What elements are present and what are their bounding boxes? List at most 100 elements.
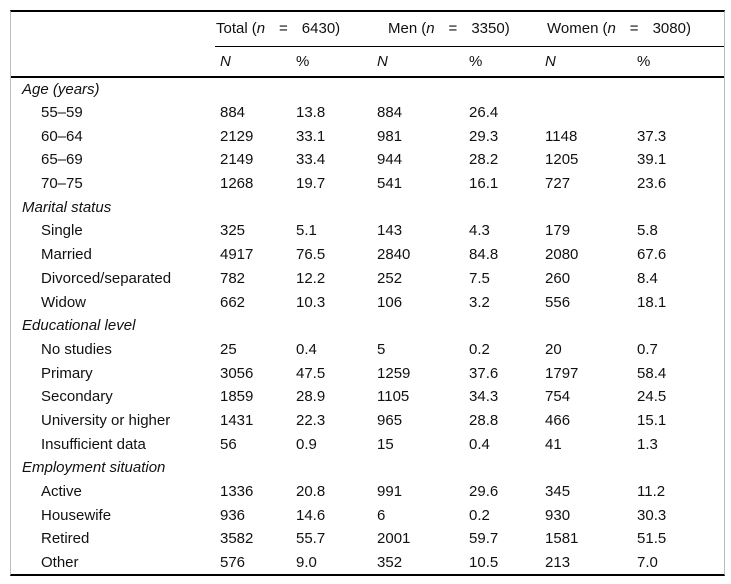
group-count: 3350 bbox=[471, 20, 505, 38]
section-title: Educational level bbox=[22, 317, 136, 335]
cell-women-pct: 0.7 bbox=[637, 340, 658, 358]
cell-women-pct: 8.4 bbox=[637, 269, 658, 287]
cell-women-n: 213 bbox=[545, 554, 571, 572]
table-row: Widow 662 10.3 106 3.2 556 18.1 bbox=[11, 290, 724, 314]
cell-women-pct: 30.3 bbox=[637, 506, 667, 524]
cell-men-n: 884 bbox=[377, 104, 403, 122]
section-title: Age (years) bbox=[22, 80, 100, 98]
cell-total-pct: 12.2 bbox=[296, 269, 326, 287]
cell-total-pct: 33.1 bbox=[296, 127, 326, 145]
cell-men-pct: 28.8 bbox=[469, 411, 499, 429]
section-row-employment-situation: Employment situation bbox=[11, 456, 724, 480]
section-title: Employment situation bbox=[22, 459, 166, 477]
row-label: Divorced/separated bbox=[41, 269, 172, 287]
subcol-empty-cell bbox=[11, 46, 215, 78]
cell-men-n: 252 bbox=[377, 269, 403, 287]
column-group-women: Women (n = 3080) bbox=[540, 12, 724, 47]
section-row-educational-level: Educational level bbox=[11, 314, 724, 338]
cell-women-pct: 58.4 bbox=[637, 364, 667, 382]
group-name: Men bbox=[388, 20, 418, 38]
cell-men-n: 1259 bbox=[377, 364, 411, 382]
cell-men-pct: 3.2 bbox=[469, 293, 490, 311]
open-paren: ( bbox=[251, 20, 257, 38]
cell-men-n: 541 bbox=[377, 175, 403, 193]
cell-men-pct: 10.5 bbox=[469, 554, 499, 572]
cell-total-n: 1431 bbox=[220, 411, 254, 429]
table-row: 70–75 1268 19.7 541 16.1 727 23.6 bbox=[11, 172, 724, 196]
subcol-label: % bbox=[637, 52, 651, 70]
cell-women-pct: 23.6 bbox=[637, 175, 667, 193]
open-paren: ( bbox=[602, 20, 608, 38]
row-label: 60–64 bbox=[41, 127, 83, 145]
cell-men-pct: 0.2 bbox=[469, 340, 490, 358]
equals-sign: = bbox=[279, 20, 288, 38]
row-label: Married bbox=[41, 246, 92, 264]
cell-women-pct: 5.8 bbox=[637, 222, 658, 240]
equals-sign: = bbox=[448, 20, 458, 38]
cell-men-n: 5 bbox=[377, 340, 386, 358]
cell-men-n: 2001 bbox=[377, 530, 411, 548]
equals-sign: = bbox=[629, 20, 639, 38]
n-symbol: n bbox=[426, 20, 435, 38]
subcol-total-n: N bbox=[215, 46, 291, 78]
cell-men-pct: 37.6 bbox=[469, 364, 499, 382]
row-label: Other bbox=[41, 554, 79, 572]
cell-women-n: 930 bbox=[545, 506, 571, 524]
subcol-label: % bbox=[296, 52, 310, 70]
cell-total-n: 884 bbox=[220, 104, 246, 122]
cell-total-pct: 76.5 bbox=[296, 246, 326, 264]
group-count: 3080 bbox=[652, 20, 686, 38]
table-row: Other 576 9.0 352 10.5 213 7.0 bbox=[11, 551, 724, 575]
cell-men-pct: 29.3 bbox=[469, 127, 499, 145]
cell-women-n: 2080 bbox=[545, 246, 579, 264]
cell-men-pct: 59.7 bbox=[469, 530, 499, 548]
cell-women-pct: 1.3 bbox=[637, 435, 658, 453]
cell-total-n: 1336 bbox=[220, 483, 254, 501]
cell-total-pct: 13.8 bbox=[296, 104, 326, 122]
section-title: Marital status bbox=[22, 198, 112, 216]
cell-women-pct: 67.6 bbox=[637, 246, 667, 264]
row-label: Housewife bbox=[41, 506, 112, 524]
cell-total-pct: 20.8 bbox=[296, 483, 326, 501]
cell-total-pct: 19.7 bbox=[296, 175, 326, 193]
cell-total-pct: 47.5 bbox=[296, 364, 326, 382]
n-symbol: n bbox=[256, 20, 266, 38]
cell-total-n: 1859 bbox=[220, 388, 254, 406]
close-paren: ) bbox=[504, 20, 510, 38]
cell-total-pct: 28.9 bbox=[296, 388, 326, 406]
section-row-marital-status: Marital status bbox=[11, 195, 724, 219]
cell-men-pct: 84.8 bbox=[469, 246, 499, 264]
cell-women-n: 41 bbox=[545, 435, 562, 453]
row-label: Active bbox=[41, 483, 82, 501]
cell-total-n: 325 bbox=[220, 222, 246, 240]
cell-men-n: 106 bbox=[377, 293, 403, 311]
cell-women-pct: 18.1 bbox=[637, 293, 667, 311]
row-label: Insufficient data bbox=[41, 435, 146, 453]
row-label: 65–69 bbox=[41, 151, 83, 169]
table-row: 60–64 2129 33.1 981 29.3 1148 37.3 bbox=[11, 124, 724, 148]
cell-women-pct: 37.3 bbox=[637, 127, 667, 145]
cell-women-pct: 51.5 bbox=[637, 530, 667, 548]
close-paren: ) bbox=[685, 20, 691, 38]
cell-men-pct: 16.1 bbox=[469, 175, 499, 193]
subcol-label: N bbox=[220, 52, 231, 70]
statistics-table: Total (n = 6430) Men (n = 3350) Women (n = 3080) … bbox=[10, 10, 725, 577]
row-label: Widow bbox=[41, 293, 87, 311]
cell-total-n: 4917 bbox=[220, 246, 254, 264]
cell-men-n: 352 bbox=[377, 554, 403, 572]
cell-women-n: 727 bbox=[545, 175, 571, 193]
demographics-table: Total (n = 6430) Men (n = 3350) Women (n = 3080) … bbox=[11, 12, 724, 574]
subcol-men-n: N bbox=[372, 46, 465, 78]
table-row: Active 1336 20.8 991 29.6 345 11.2 bbox=[11, 480, 724, 504]
close-paren: ) bbox=[335, 20, 341, 38]
cell-total-n: 936 bbox=[220, 506, 246, 524]
row-label: University or higher bbox=[41, 411, 171, 429]
table-row: Married 4917 76.5 2840 84.8 2080 67.6 bbox=[11, 243, 724, 267]
cell-total-n: 2149 bbox=[220, 151, 254, 169]
column-group-men: Men (n = 3350) bbox=[372, 12, 541, 47]
cell-men-n: 1105 bbox=[377, 388, 410, 406]
cell-men-n: 143 bbox=[377, 222, 403, 240]
table-row: Secondary 1859 28.9 1105 34.3 754 24.5 bbox=[11, 385, 724, 409]
header-subcolumn-row: N % N % N % bbox=[11, 46, 724, 78]
open-paren: ( bbox=[421, 20, 427, 38]
